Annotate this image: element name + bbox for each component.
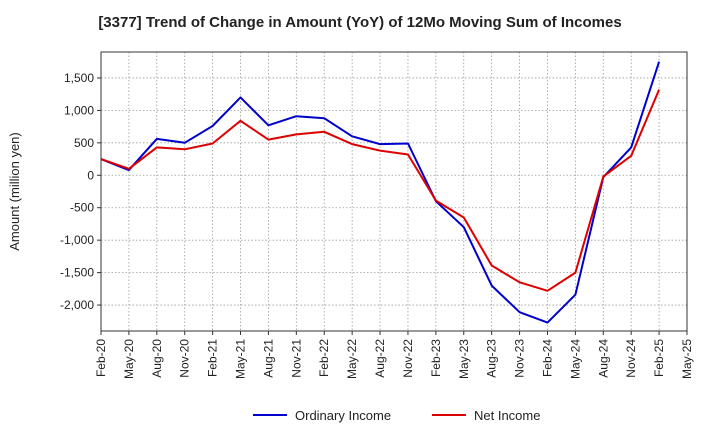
series-line-ordinary-income (100, 61, 661, 324)
y-axis-title: Amount (million yen) (7, 132, 22, 251)
x-tick-label: May-22 (345, 339, 359, 379)
x-tick-label: May-24 (568, 339, 582, 379)
x-tick-label: Aug-21 (261, 339, 275, 378)
x-tick-label: May-21 (234, 339, 248, 379)
legend-label: Net Income (474, 408, 540, 423)
x-tick-label: May-25 (680, 339, 694, 379)
y-tick-label: -1,500 (60, 266, 94, 280)
x-tick-label: Nov-20 (178, 339, 192, 378)
x-tick-label: Aug-20 (150, 339, 164, 378)
y-tick-label: 1,500 (64, 71, 94, 85)
x-tick-label: Feb-20 (94, 339, 108, 377)
x-tick-label: Nov-21 (289, 339, 303, 378)
x-tick-label: Feb-24 (540, 339, 554, 377)
x-tick-label: Feb-22 (317, 339, 331, 377)
x-tick-label: Aug-24 (596, 339, 610, 378)
legend-label: Ordinary Income (295, 408, 391, 423)
y-tick-label: -1,000 (60, 233, 94, 247)
x-tick-label: Nov-22 (401, 339, 415, 378)
plot-frame (100, 51, 688, 332)
x-tick-label: Aug-23 (485, 339, 499, 378)
x-tick-label: Nov-23 (513, 339, 527, 378)
x-tick-label: May-23 (457, 339, 471, 379)
y-tick-label: -2,000 (60, 298, 94, 312)
x-tick-label: Feb-25 (652, 339, 666, 377)
x-tick-label: Feb-21 (206, 339, 220, 377)
series-line-net-income (100, 89, 661, 292)
x-tick-label: Nov-24 (624, 339, 638, 378)
legend: Ordinary Income Net Income (253, 408, 540, 423)
axes: 1,500 1,000 500 0 -500 -1,000 -1,500 -2,000 Feb-… (7, 51, 694, 379)
y-tick-label: -500 (70, 201, 94, 215)
x-tick-label: May-20 (122, 339, 136, 379)
y-tick-label: 0 (87, 168, 94, 182)
x-tick-label: Aug-22 (373, 339, 387, 378)
y-tick-label: 500 (74, 136, 94, 150)
chart-title: [3377] Trend of Change in Amount (YoY) o… (98, 14, 622, 31)
x-tick-label: Feb-23 (429, 339, 443, 377)
y-tick-label: 1,000 (64, 103, 94, 117)
series (100, 61, 661, 324)
